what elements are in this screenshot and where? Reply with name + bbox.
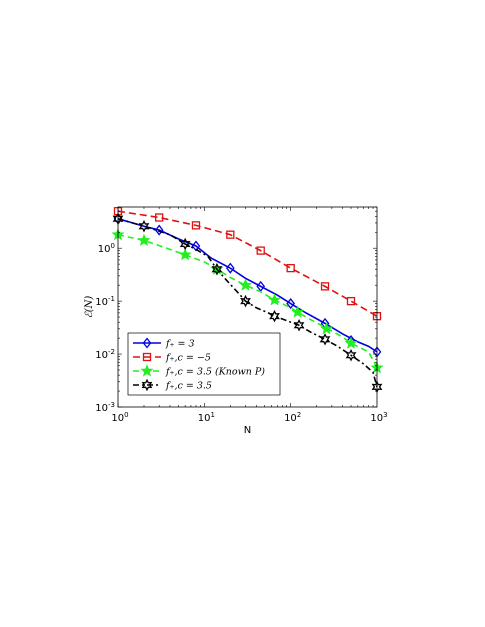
square-marker xyxy=(286,263,295,273)
series-line xyxy=(117,217,378,388)
plot-frame xyxy=(117,206,378,408)
square-marker xyxy=(256,246,265,255)
hexagram-marker xyxy=(293,319,305,332)
legend: f₊ = 3 f₊,c = −5 f₊,c = 3.5 (Known P) f₊,c … xyxy=(127,332,281,396)
series-1 xyxy=(113,207,382,321)
y-tick-label: 10-2 xyxy=(95,348,115,361)
hexagram-marker xyxy=(179,237,191,251)
x-tick-label: 100 xyxy=(111,411,128,424)
x-tick-label: 103 xyxy=(370,411,387,424)
hexagram-marker xyxy=(345,349,357,362)
hexagram-marker xyxy=(141,378,153,392)
y-tick-label: 100 xyxy=(98,242,115,255)
star-marker xyxy=(137,233,151,246)
series-line xyxy=(117,210,378,317)
hexagram-marker xyxy=(240,294,251,308)
square-marker xyxy=(155,213,164,222)
legend-entry: f₊,c = 3.5 xyxy=(165,381,212,392)
series-3 xyxy=(112,212,383,394)
hexagram-marker xyxy=(138,220,150,233)
star-marker xyxy=(239,278,253,291)
legend-entry: f₊,c = 3.5 (Known P) xyxy=(165,367,265,378)
y-tick-label: 10-3 xyxy=(95,401,115,414)
legend-entry: f₊,c = −5 xyxy=(165,353,211,364)
square-marker xyxy=(142,352,152,362)
star-marker xyxy=(320,321,333,335)
diamond-marker xyxy=(256,280,266,292)
square-marker xyxy=(320,282,330,291)
hexagram-marker xyxy=(269,309,280,323)
square-marker xyxy=(226,230,235,239)
star-marker xyxy=(291,305,304,318)
square-marker xyxy=(191,221,201,230)
x-tick-label: 101 xyxy=(198,411,215,424)
y-tick-label: 10-1 xyxy=(95,295,115,308)
diamond-marker xyxy=(142,337,152,349)
square-marker xyxy=(346,296,356,306)
x-axis-label: N xyxy=(244,425,251,436)
star-marker xyxy=(268,293,282,306)
ticks-layer: 100 101 102 103 10-3 10-2 10-1 100 xyxy=(95,206,388,424)
star-marker xyxy=(140,364,154,377)
hexagram-marker xyxy=(319,333,331,346)
legend-entry: f₊ = 3 xyxy=(165,339,195,350)
diamond-marker xyxy=(191,240,201,252)
diamond-marker xyxy=(154,224,164,236)
star-marker xyxy=(344,336,358,349)
diamond-marker xyxy=(286,297,295,310)
series-layer xyxy=(111,207,384,394)
diamond-marker xyxy=(225,262,235,274)
y-axis-label: ℰ(N) xyxy=(84,296,95,319)
hexagram-marker xyxy=(211,263,223,276)
star-marker xyxy=(178,247,192,261)
x-tick-label: 102 xyxy=(284,411,301,424)
